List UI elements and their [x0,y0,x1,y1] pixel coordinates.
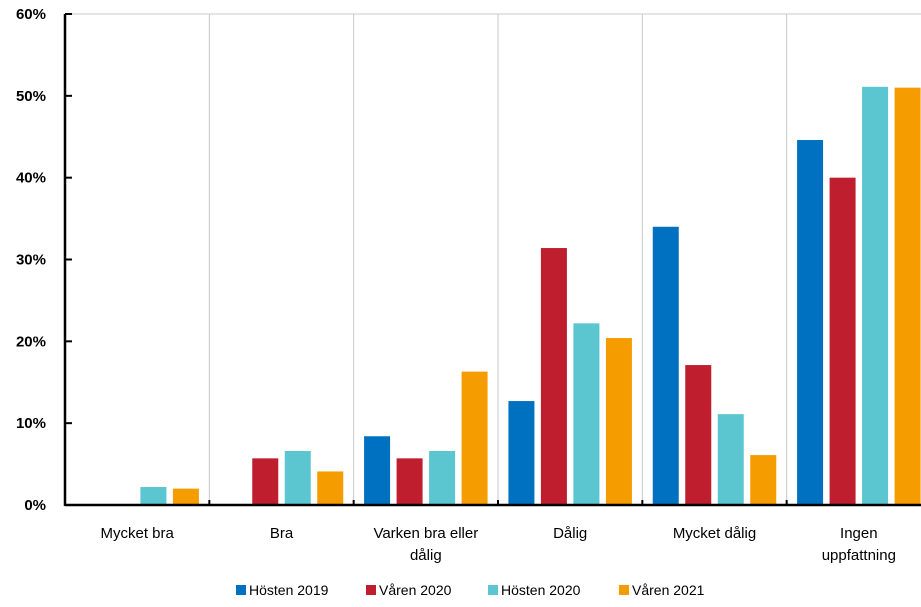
legend: Hösten 2019 Våren 2020 Hösten 2020 Våren 20… [236,582,705,598]
y-tick-label: 50% [16,88,46,105]
bar [364,436,391,505]
x-tick-label: Varken bra eller [373,525,478,542]
legend-label: Hösten 2020 [501,582,581,598]
y-tick-label: 40% [16,170,46,187]
bar [396,458,423,505]
bar [508,401,535,505]
bar [317,471,344,505]
bar [284,450,311,505]
x-tick-label: dålig [410,547,442,564]
y-tick-label: 0% [24,497,46,514]
bar [140,486,167,505]
bar [894,87,921,506]
bar [829,177,856,505]
legend-label: Våren 2020 [379,582,452,598]
bar [750,455,777,505]
bar [172,488,199,505]
y-tick-labels: 0% 10% 20% 30% 40% 50% 60% [16,6,46,514]
x-tick-label: Mycket dålig [673,525,756,542]
bar [573,323,600,505]
legend-label: Våren 2021 [632,582,705,598]
legend-swatch [619,585,629,595]
legend-swatch [366,585,376,595]
bar [252,458,279,505]
x-tick-label: Bra [270,525,294,542]
y-tick-label: 60% [16,6,46,23]
y-tick-label: 30% [16,252,46,269]
bar [429,450,456,505]
bar [652,226,679,505]
bar [685,365,712,505]
x-tick-label: Mycket bra [100,525,174,542]
y-tick-label: 10% [16,415,46,432]
bar [461,371,488,505]
legend-label: Hösten 2019 [249,582,329,598]
bar [797,140,824,506]
y-tick-label: 20% [16,333,46,350]
x-tick-label: Ingen [840,525,878,542]
x-tick-label: uppfattning [822,547,896,564]
bar [862,86,889,505]
bars [140,86,921,506]
bar [717,414,744,505]
legend-swatch [488,585,498,595]
legend-swatch [236,585,246,595]
axes [63,13,921,507]
x-tick-labels: Mycket bra Bra Varken bra eller dålig Dålig M… [100,525,895,564]
bar [540,248,567,505]
bar [605,338,632,505]
x-tick-label: Dålig [553,525,587,542]
grid [65,13,921,505]
